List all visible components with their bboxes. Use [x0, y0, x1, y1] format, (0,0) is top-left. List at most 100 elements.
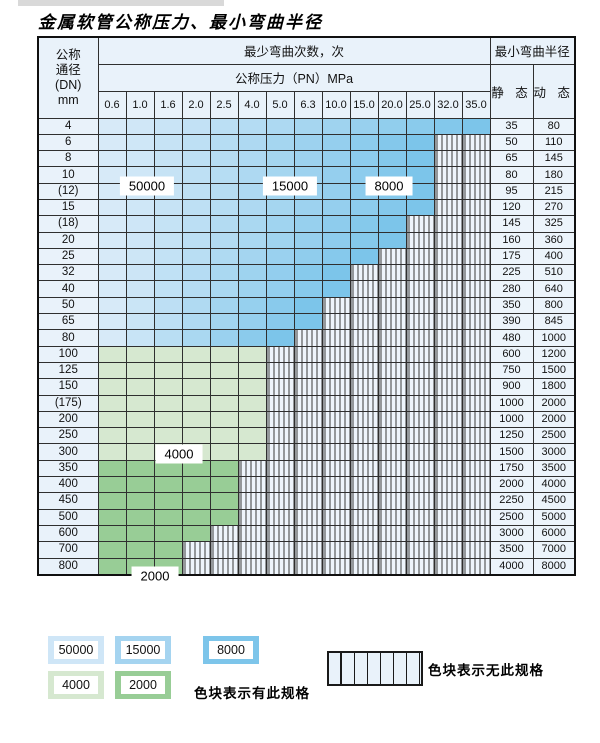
spec-available-cell	[293, 150, 323, 168]
nominal-pressure-header: 公称压力（PN）MPa	[97, 63, 491, 92]
spec-available-cell	[97, 508, 127, 526]
no-spec-cell	[461, 410, 491, 429]
static-radius-cell: 1000	[489, 410, 534, 429]
table-row: 15 120 270	[37, 198, 576, 217]
no-spec-cell	[293, 541, 323, 559]
dynamic-radius-cell: 180	[532, 166, 576, 184]
static-radius-cell: 160	[489, 231, 534, 249]
spec-available-cell	[125, 394, 155, 412]
dn-cell: 500	[37, 508, 99, 526]
spec-available-cell	[265, 117, 295, 135]
no-spec-cell	[349, 280, 379, 298]
spec-available-cell	[237, 394, 267, 412]
table-row: 150 900 1800	[37, 378, 576, 396]
table-row: 65 390 845	[37, 313, 576, 331]
spec-available-cell	[237, 280, 267, 298]
dynamic-radius-cell: 4500	[532, 492, 576, 510]
no-spec-cell	[377, 247, 407, 266]
no-spec-cell	[293, 508, 323, 526]
table-row: 300 1500 3000	[37, 443, 576, 461]
spec-available-cell	[293, 117, 323, 135]
table-row: 800 4000 8000	[37, 557, 576, 576]
dn-header-line: 公称	[55, 47, 81, 62]
spec-available-cell	[209, 247, 239, 266]
legend-swatch-8000: 8000	[203, 636, 259, 664]
no-spec-cell	[377, 394, 407, 412]
no-spec-cell	[377, 410, 407, 429]
pressure-header-value: 2.0	[181, 90, 211, 119]
spec-available-cell	[181, 247, 211, 266]
no-spec-cell	[433, 459, 463, 478]
legend-swatch-value: 50000	[53, 641, 99, 659]
spec-available-cell	[209, 443, 239, 461]
spec-available-cell	[209, 198, 239, 217]
no-spec-cell	[405, 524, 435, 543]
table-row: 100 600 1200	[37, 345, 576, 363]
spec-available-cell	[153, 361, 183, 380]
static-radius-cell: 145	[489, 215, 534, 233]
no-spec-cell	[405, 459, 435, 478]
static-radius-cell: 2500	[489, 508, 534, 526]
no-spec-cell	[405, 443, 435, 461]
spec-available-cell	[209, 492, 239, 510]
spec-available-cell	[237, 133, 267, 152]
dn-cell: 10	[37, 166, 99, 184]
table-row: (175) 1000 2000	[37, 394, 576, 412]
no-spec-cell	[405, 313, 435, 331]
spec-available-cell	[209, 182, 239, 200]
no-spec-cell	[349, 329, 379, 347]
static-radius-cell: 2250	[489, 492, 534, 510]
no-spec-cell	[461, 541, 491, 559]
spec-available-cell	[97, 394, 127, 412]
no-spec-cell	[433, 361, 463, 380]
legend-swatch-value: 4000	[54, 676, 98, 694]
no-spec-cell	[461, 296, 491, 315]
static-radius-cell: 65	[489, 150, 534, 168]
static-radius-cell: 900	[489, 378, 534, 396]
table-row: 20 160 360	[37, 231, 576, 249]
static-radius-cell: 80	[489, 166, 534, 184]
no-spec-cell	[461, 247, 491, 266]
spec-available-cell	[321, 182, 351, 200]
no-spec-cell	[377, 329, 407, 347]
no-spec-cell	[433, 280, 463, 298]
no-spec-cell	[265, 443, 295, 461]
pressure-header-value: 25.0	[405, 90, 435, 119]
spec-available-cell	[181, 410, 211, 429]
spec-available-cell	[405, 117, 435, 135]
spec-available-cell	[265, 133, 295, 152]
spec-available-cell	[97, 182, 127, 200]
table-row: 6 50 110	[37, 133, 576, 152]
dn-cell: (12)	[37, 182, 99, 200]
no-spec-cell	[461, 427, 491, 445]
no-spec-cell	[405, 378, 435, 396]
spec-available-cell	[293, 296, 323, 315]
dynamic-radius-cell: 8000	[532, 557, 576, 576]
spec-available-cell	[265, 329, 295, 347]
spec-available-cell	[265, 247, 295, 266]
no-spec-cell	[265, 508, 295, 526]
page-title: 金属软管公称压力、最小弯曲半径	[38, 13, 323, 33]
spec-available-cell	[377, 117, 407, 135]
no-spec-cell	[461, 166, 491, 184]
spec-available-cell	[293, 264, 323, 282]
table-row: 4 35 80	[37, 117, 576, 135]
spec-available-cell	[209, 476, 239, 494]
no-spec-cell	[237, 557, 267, 576]
pressure-header-value: 5.0	[265, 90, 295, 119]
spec-available-cell	[293, 215, 323, 233]
dn-cell: 65	[37, 313, 99, 331]
spec-available-cell	[237, 117, 267, 135]
dynamic-radius-cell: 80	[532, 117, 576, 135]
spec-available-cell	[97, 313, 127, 331]
legend-no-spec-label: 色块表示无此规格	[428, 663, 544, 678]
legend-swatch-value: 2000	[121, 676, 165, 694]
no-spec-cell	[405, 557, 435, 576]
no-spec-cell	[377, 557, 407, 576]
spec-available-cell	[377, 198, 407, 217]
no-spec-cell	[293, 476, 323, 494]
spec-available-cell	[153, 198, 183, 217]
spec-available-cell	[237, 410, 267, 429]
spec-available-cell	[209, 231, 239, 249]
no-spec-cell	[321, 345, 351, 363]
